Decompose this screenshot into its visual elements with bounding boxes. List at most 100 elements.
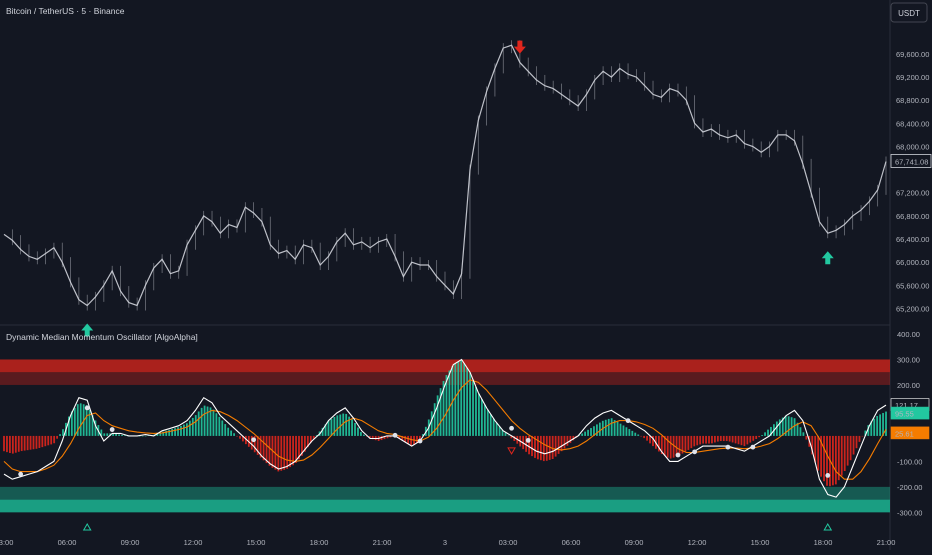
histogram-bar xyxy=(681,435,684,454)
histogram-bar xyxy=(70,411,73,436)
histogram-bar xyxy=(389,435,392,438)
cross-dot xyxy=(825,473,831,478)
histogram-bar xyxy=(466,367,469,436)
histogram-bar xyxy=(510,435,513,439)
histogram-bar xyxy=(360,432,362,436)
histogram-bar xyxy=(463,363,466,436)
histogram-bar xyxy=(852,435,855,455)
price-tick-label: 65,200.00 xyxy=(896,304,929,313)
histogram-bar xyxy=(233,433,235,436)
histogram-bar xyxy=(672,435,675,458)
histogram-bar xyxy=(185,423,188,436)
histogram-bar xyxy=(6,435,8,453)
oversold-zone-inner xyxy=(0,486,890,500)
cross-dot xyxy=(509,425,514,431)
histogram-bar xyxy=(439,388,442,436)
histogram-bar xyxy=(702,435,705,444)
histogram-bar xyxy=(770,426,772,436)
histogram-bar xyxy=(312,435,315,439)
histogram-bar xyxy=(584,431,587,436)
signal-line xyxy=(3,379,887,480)
overbought-zone-outer xyxy=(0,359,890,373)
histogram-bar xyxy=(646,435,648,441)
histogram-bar xyxy=(513,435,516,441)
cross-dot xyxy=(750,444,756,450)
histogram-bar xyxy=(764,432,766,436)
histogram-bar xyxy=(693,435,696,447)
cross-dot xyxy=(725,444,731,450)
histogram-bar xyxy=(758,435,761,438)
histogram-bar xyxy=(20,435,23,452)
histogram-bar xyxy=(581,433,584,436)
price-tick-label: 68,800.00 xyxy=(896,96,929,105)
histogram-bar xyxy=(268,435,271,466)
histogram-bar xyxy=(256,435,259,455)
histogram-bar xyxy=(593,426,595,436)
histogram-bar xyxy=(203,405,206,436)
cross-dot xyxy=(109,427,115,432)
histogram-bar xyxy=(206,406,209,436)
histogram-bar xyxy=(837,435,840,481)
histogram-bar xyxy=(253,435,256,453)
histogram-bar xyxy=(799,427,802,436)
buy-signal-arrow-icon xyxy=(81,323,94,337)
histogram-bar xyxy=(244,435,247,445)
histogram-bar xyxy=(62,429,64,436)
histogram-bar xyxy=(740,435,743,446)
histogram-bar xyxy=(339,414,342,436)
histogram-last-value-badge xyxy=(890,406,930,420)
histogram-bar xyxy=(112,433,115,436)
histogram-bar xyxy=(834,435,837,485)
histogram-bar xyxy=(357,427,359,436)
histogram-bar xyxy=(501,429,504,436)
histogram-bar xyxy=(864,430,867,436)
currency-button-frame[interactable] xyxy=(890,2,928,23)
histogram-bar xyxy=(445,375,448,436)
histogram-bar xyxy=(215,413,218,436)
histogram-bar xyxy=(271,435,274,468)
histogram-bar xyxy=(873,418,876,436)
histogram-bar xyxy=(91,415,94,436)
histogram-bar xyxy=(457,361,460,436)
signal-last-value-label: 25.61 xyxy=(895,429,914,438)
price-tick-label: 66,800.00 xyxy=(896,212,929,221)
histogram-bar xyxy=(183,424,185,436)
histogram-bar xyxy=(8,435,11,454)
histogram-bar xyxy=(478,393,480,436)
currency-button-label[interactable]: USDT xyxy=(898,9,920,18)
histogram-bar xyxy=(174,428,176,436)
histogram-bar xyxy=(569,435,572,444)
histogram-bar xyxy=(303,435,306,452)
histogram-bar xyxy=(26,435,29,451)
histogram-bar xyxy=(669,435,672,459)
price-series-line xyxy=(3,44,887,307)
currency-button[interactable]: USDT xyxy=(890,2,928,23)
histogram-bar xyxy=(404,435,407,443)
histogram-bar xyxy=(118,434,120,436)
cross-dot xyxy=(84,405,90,411)
histogram-bar xyxy=(221,420,224,436)
histogram-bar xyxy=(115,433,117,436)
oversold-zone-outer xyxy=(0,499,890,513)
histogram-bar xyxy=(548,435,551,460)
price-layer xyxy=(3,40,887,311)
histogram-bar xyxy=(749,435,752,443)
histogram-bar xyxy=(236,435,238,437)
buy-signal-arrow-icon xyxy=(821,251,834,265)
histogram-bar xyxy=(41,435,44,448)
histogram-bar xyxy=(336,415,339,436)
histogram-bar xyxy=(814,435,817,463)
cross-dot xyxy=(18,471,24,477)
histogram-bar xyxy=(643,435,646,439)
histogram-bar xyxy=(705,435,707,444)
histogram-bar xyxy=(398,435,401,439)
histogram-bar xyxy=(67,416,70,436)
time-tick-label: 09:00 xyxy=(625,538,644,547)
cross-dot xyxy=(692,449,698,455)
histogram-bar xyxy=(362,434,365,436)
time-tick-label: 15:00 xyxy=(751,538,770,547)
histogram-bar xyxy=(743,435,746,447)
histogram-bar xyxy=(737,435,740,445)
